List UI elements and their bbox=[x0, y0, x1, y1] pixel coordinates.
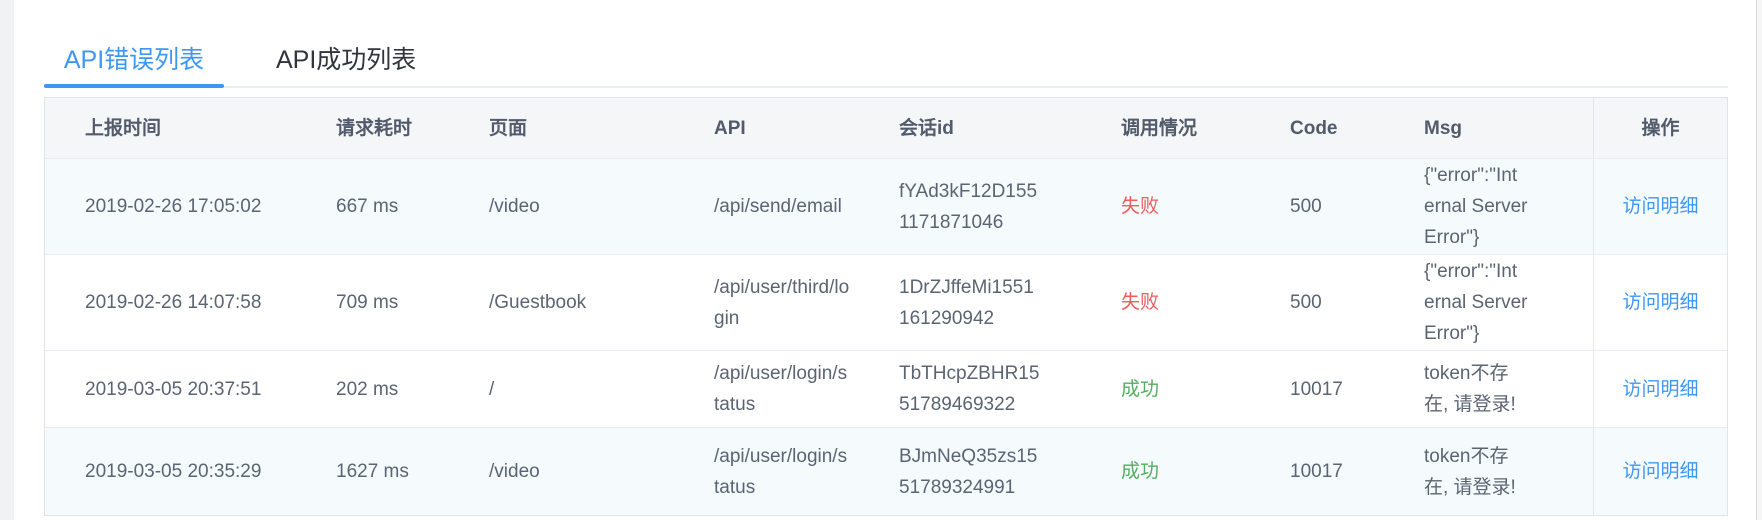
cell-msg: token不存 在, 请登录! bbox=[1424, 445, 1516, 498]
cell-api: /api/user/login/s tatus bbox=[714, 445, 848, 498]
cell-report-time: 2019-02-26 17:05:02 bbox=[85, 196, 262, 217]
cell-action: 访问明细 bbox=[1593, 255, 1727, 350]
cell-page: / bbox=[489, 378, 495, 400]
column-header: Code bbox=[1290, 117, 1338, 139]
cell-code: 500 bbox=[1290, 196, 1322, 217]
cell-call-status: 成功 bbox=[1121, 378, 1160, 400]
tab-0[interactable]: API错误列表 bbox=[44, 30, 224, 88]
table-row: 2019-02-26 14:07:58 709 ms /Guestbook /a… bbox=[45, 254, 1727, 350]
visit-detail-link[interactable]: 访问明细 bbox=[1622, 196, 1699, 217]
cell-msg: token不存 在, 请登录! bbox=[1424, 363, 1516, 415]
cell-report-time: 2019-02-26 14:07:58 bbox=[85, 292, 262, 313]
cell-session-id: BJmNeQ35zs15 51789324991 bbox=[899, 445, 1038, 498]
cell-action: 访问明细 bbox=[1593, 351, 1727, 427]
cell-api: /api/send/email bbox=[714, 196, 842, 217]
tabs-bar: API错误列表 API成功列表 bbox=[44, 30, 1728, 88]
cell-code: 500 bbox=[1290, 292, 1322, 313]
cell-page: /video bbox=[489, 196, 540, 217]
column-header: 操作 bbox=[1593, 98, 1727, 158]
cell-session-id: TbTHcpZBHR15 51789469322 bbox=[899, 363, 1040, 415]
table-row: 2019-03-05 20:37:51 202 ms / /api/user/l… bbox=[45, 350, 1727, 427]
cell-api: /api/user/login/s tatus bbox=[714, 363, 848, 415]
tab-1[interactable]: API成功列表 bbox=[276, 30, 416, 86]
vertical-scrollbar[interactable] bbox=[1756, 0, 1762, 520]
cell-duration: 202 ms bbox=[336, 378, 399, 400]
visit-detail-link[interactable]: 访问明细 bbox=[1622, 378, 1699, 400]
column-header: 调用情况 bbox=[1121, 117, 1198, 139]
cell-msg: {"error":"Int ernal Server Error"} bbox=[1424, 165, 1528, 248]
table-row: 2019-02-26 17:05:02 667 ms /video /api/s… bbox=[45, 158, 1727, 254]
column-header: 页面 bbox=[489, 117, 528, 139]
cell-api: /api/user/third/lo gin bbox=[714, 276, 850, 329]
cell-report-time: 2019-03-05 20:37:51 bbox=[85, 378, 262, 400]
tab-label: API成功列表 bbox=[276, 46, 417, 74]
cell-code: 10017 bbox=[1290, 461, 1343, 482]
column-header: 上报时间 bbox=[85, 117, 162, 139]
cell-msg: {"error":"Int ernal Server Error"} bbox=[1424, 261, 1528, 344]
cell-duration: 1627 ms bbox=[336, 461, 409, 482]
cell-action: 访问明细 bbox=[1593, 159, 1727, 254]
column-header: 请求耗时 bbox=[336, 117, 413, 139]
column-header: 会话id bbox=[899, 117, 954, 139]
table-header: 上报时间 请求耗时 页面 API 会话id 调用情况 Code Msg 操作 bbox=[45, 98, 1727, 158]
cell-report-time: 2019-03-05 20:35:29 bbox=[85, 461, 262, 482]
table-row: 2019-03-05 20:35:29 1627 ms /video /api/… bbox=[45, 427, 1727, 515]
cell-session-id: fYAd3kF12D155 1171871046 bbox=[899, 180, 1038, 233]
cell-duration: 709 ms bbox=[336, 292, 399, 313]
column-header: Msg bbox=[1424, 117, 1462, 139]
cell-page: /video bbox=[489, 461, 540, 482]
cell-call-status: 失败 bbox=[1121, 196, 1160, 217]
cell-call-status: 失败 bbox=[1121, 292, 1160, 313]
header-row: 上报时间 请求耗时 页面 API 会话id 调用情况 Code Msg 操作 bbox=[45, 98, 1727, 158]
tab-label: API错误列表 bbox=[63, 46, 205, 74]
visit-detail-link[interactable]: 访问明细 bbox=[1622, 292, 1699, 313]
cell-code: 10017 bbox=[1290, 378, 1343, 400]
table-body: 2019-02-26 17:05:02 667 ms /video /api/s… bbox=[45, 158, 1727, 515]
cell-session-id: 1DrZJffeMi1551 161290942 bbox=[899, 276, 1034, 329]
column-header: API bbox=[714, 117, 746, 139]
cell-action: 访问明细 bbox=[1593, 428, 1727, 515]
cell-call-status: 成功 bbox=[1121, 461, 1160, 482]
api-error-table: 上报时间 请求耗时 页面 API 会话id 调用情况 Code Msg 操作 2019-02-2… bbox=[44, 97, 1728, 516]
cell-page: /Guestbook bbox=[489, 292, 587, 313]
left-gutter bbox=[0, 0, 14, 520]
visit-detail-link[interactable]: 访问明细 bbox=[1622, 461, 1699, 482]
cell-duration: 667 ms bbox=[336, 196, 399, 217]
